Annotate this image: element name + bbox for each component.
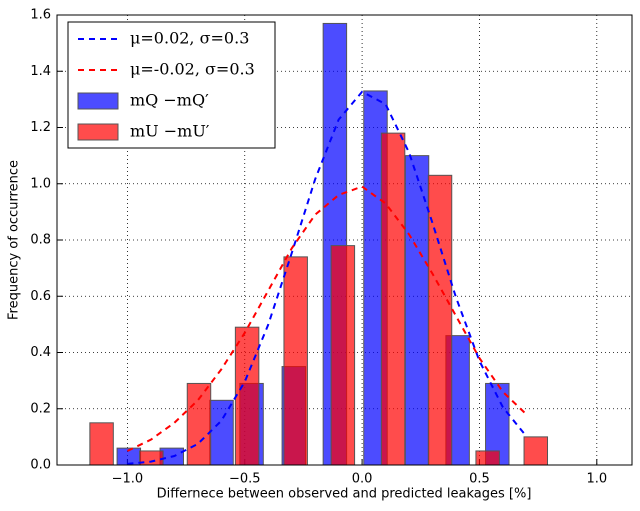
- legend-swatch: [77, 92, 119, 110]
- x-axis-label: Differnece between observed and predicte…: [157, 487, 532, 502]
- bar: [186, 382, 212, 466]
- x-tick-label: −1.0: [112, 472, 144, 487]
- y-tick-label: 0.2: [30, 401, 51, 416]
- bar: [209, 399, 234, 466]
- y-tick-label: 0.4: [30, 345, 51, 360]
- bar: [380, 132, 406, 466]
- x-tick-label: 0.0: [352, 472, 373, 487]
- legend-label: μ=-0.02, σ=0.3: [130, 60, 255, 79]
- y-tick-label: 0.6: [30, 289, 51, 304]
- bar: [523, 436, 549, 466]
- legend-label: mQ −mQ′: [130, 91, 209, 110]
- legend-label: μ=0.02, σ=0.3: [130, 29, 249, 48]
- y-tick-label: 1.4: [30, 64, 51, 79]
- bar: [234, 326, 260, 466]
- bar: [404, 155, 430, 466]
- y-tick-label: 1.0: [30, 176, 51, 191]
- x-tick-label: −0.5: [229, 472, 261, 487]
- legend-swatch: [77, 123, 119, 141]
- bar: [283, 256, 308, 466]
- bar: [89, 422, 114, 466]
- x-tick-label: 1.0: [586, 472, 607, 487]
- x-tick-label: 0.5: [469, 472, 490, 487]
- line: [127, 90, 528, 465]
- y-tick-label: 1.6: [30, 8, 51, 23]
- y-tick-label: 0.0: [30, 458, 51, 473]
- y-tick-label: 0.8: [30, 233, 51, 248]
- plot-frame: [56, 14, 633, 466]
- legend-label: mU −mU′: [130, 122, 210, 141]
- bar: [475, 450, 500, 466]
- y-tick-label: 1.2: [30, 120, 51, 135]
- bar: [330, 245, 356, 466]
- line: [126, 185, 528, 452]
- y-axis-label: Frequency of occurrence: [7, 160, 22, 320]
